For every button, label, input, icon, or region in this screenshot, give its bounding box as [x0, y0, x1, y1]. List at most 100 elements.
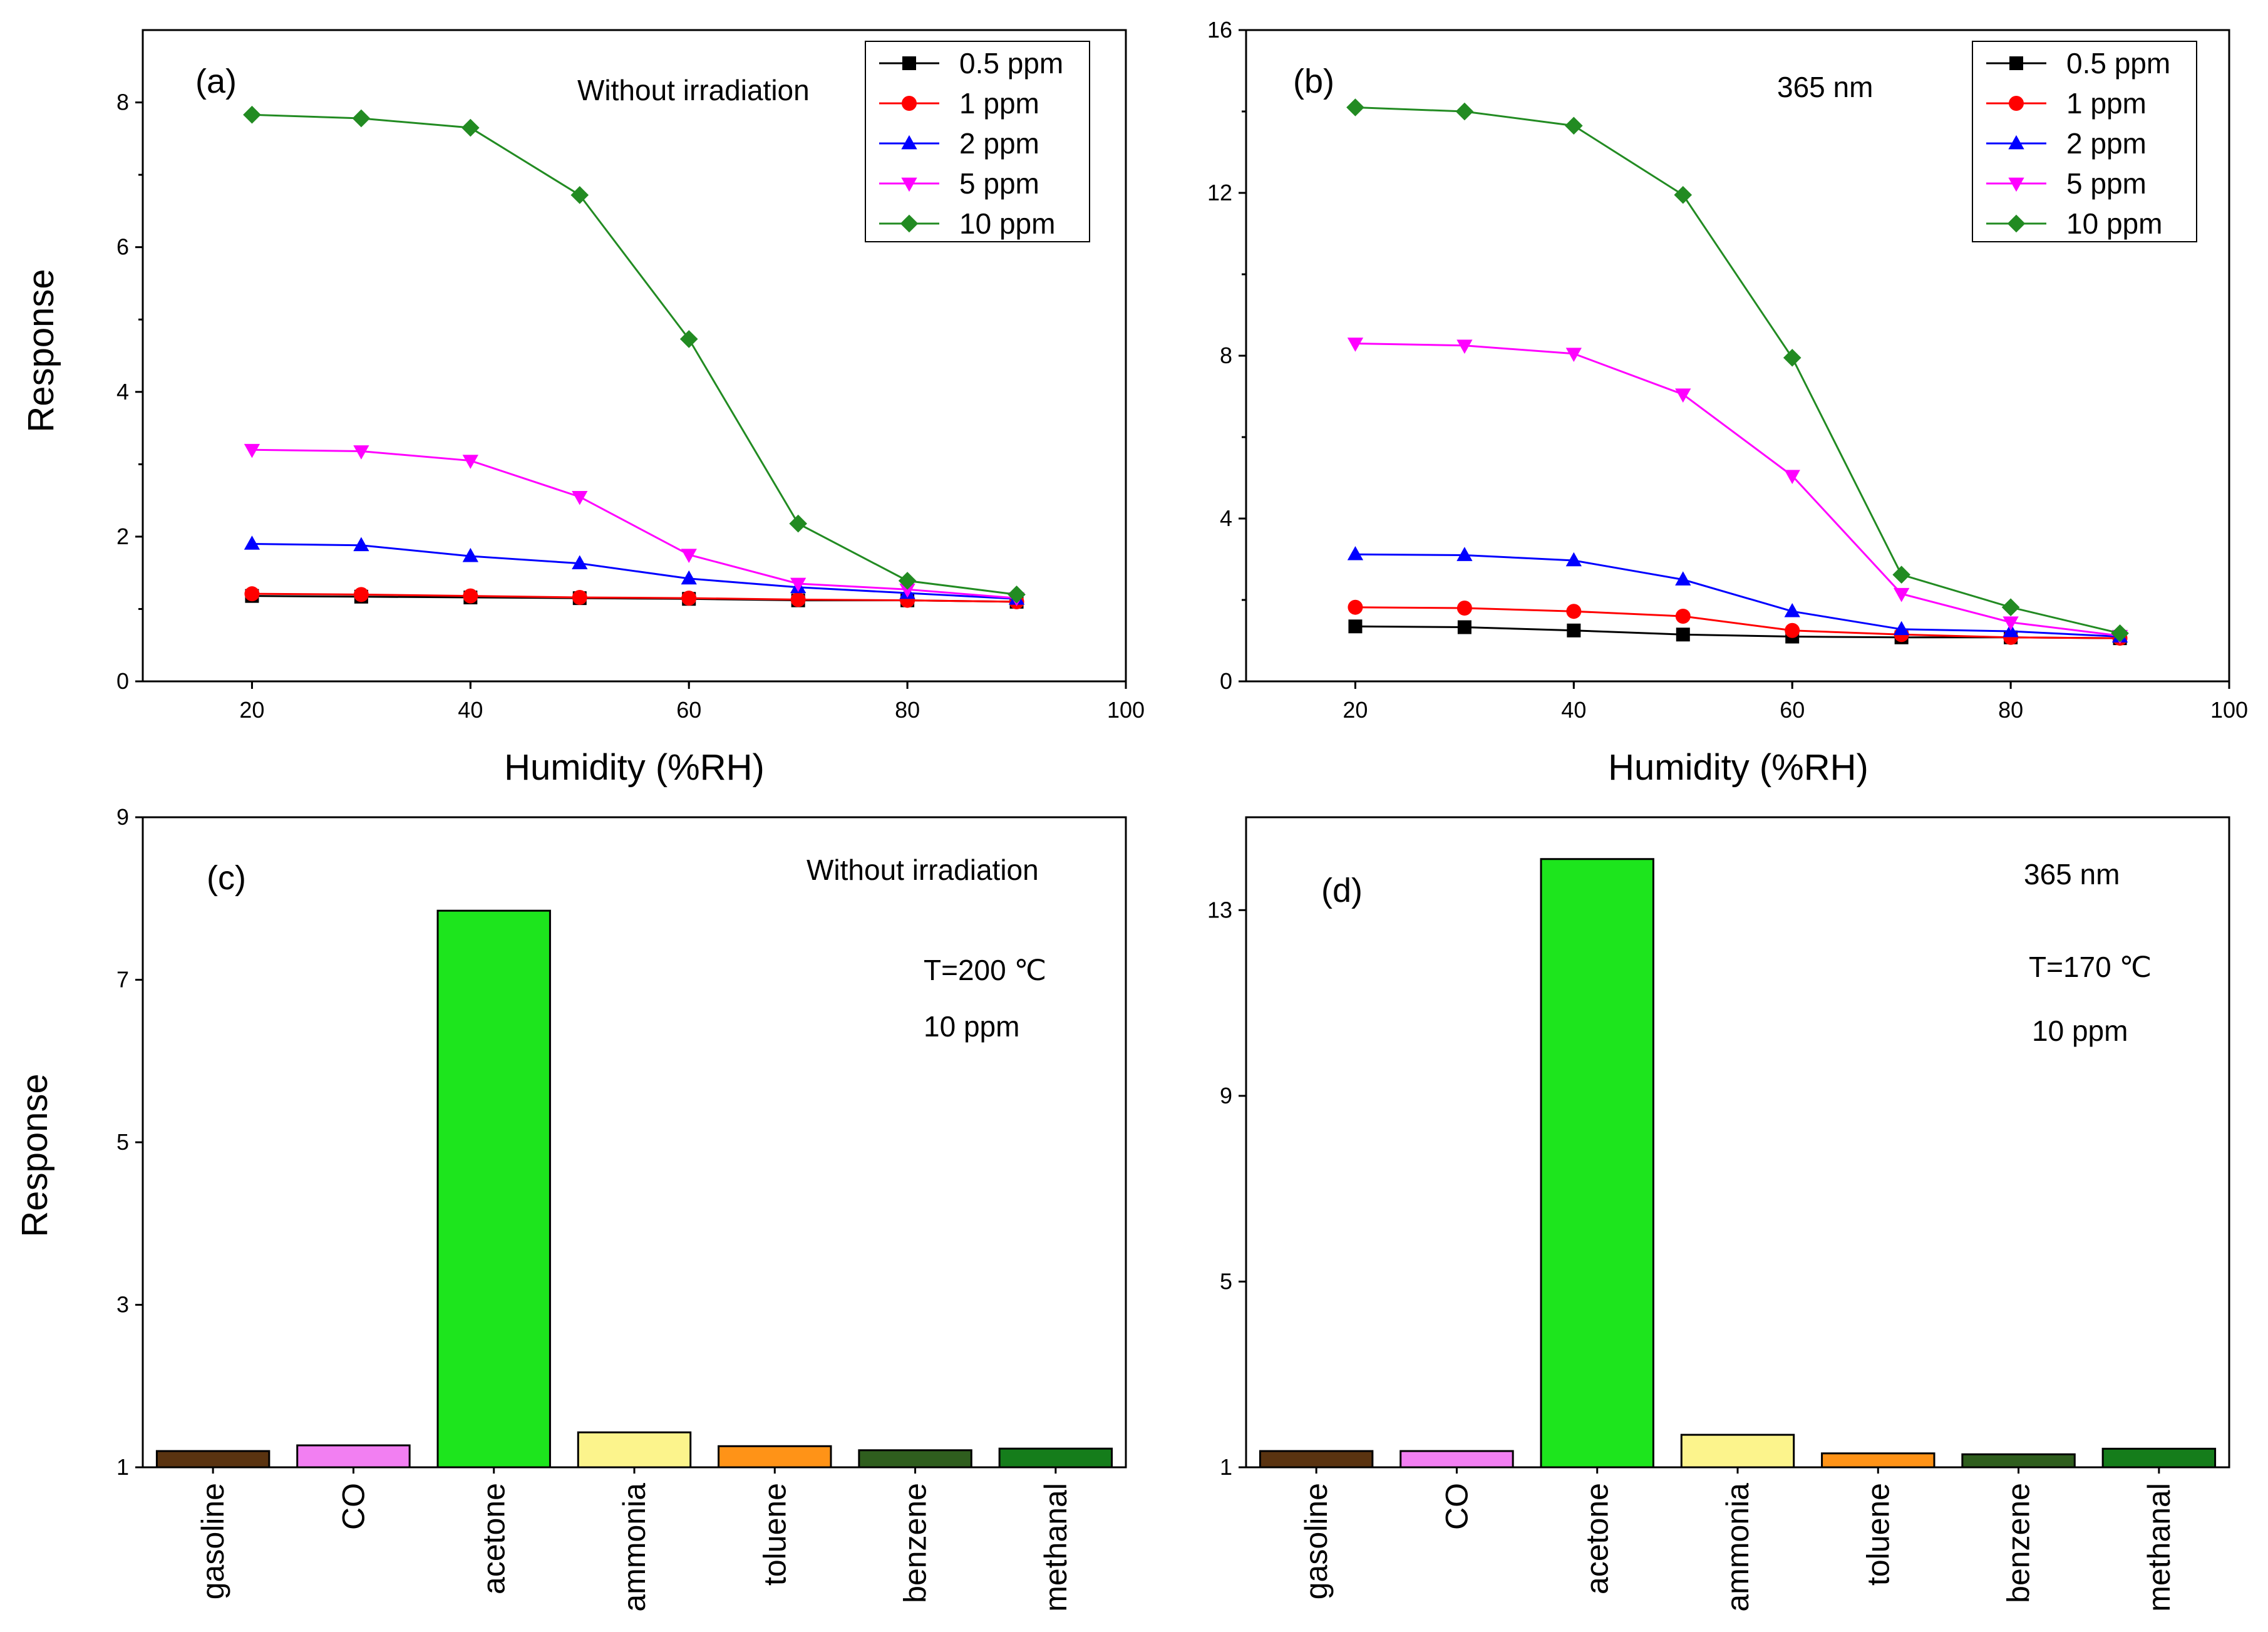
- panel-c-category-label: gasoline: [195, 1483, 230, 1599]
- panel-a-data-point: [572, 555, 588, 569]
- panel-d-label: (d): [1321, 872, 1363, 909]
- panel-d-bar-toluene: [1821, 1452, 1936, 1469]
- panel-d-bar-acetone: [1540, 858, 1654, 1469]
- panel-a-legend-marker: [901, 135, 917, 150]
- panel-a-data-point: [681, 591, 697, 606]
- panel-a-ylabel: Response: [21, 269, 61, 432]
- panel-b-ytick-label: 4: [1220, 505, 1232, 531]
- panel-a-data-point: [898, 572, 917, 590]
- panel-a-data-point: [461, 118, 480, 137]
- panel-d-category-label: ammonia: [1720, 1483, 1755, 1612]
- panel-a-data-point: [572, 490, 588, 505]
- panel-b-xtick-label: 40: [1561, 697, 1586, 723]
- panel-b-ytick-label: 16: [1207, 17, 1232, 43]
- panel-b-data-point: [1784, 603, 1800, 617]
- panel-b-data-point: [1347, 338, 1364, 352]
- panel-d-ytick-label: 9: [1220, 1083, 1232, 1108]
- panel-b-legend-marker: [2009, 56, 2023, 70]
- panel-d-plot-frame: [1245, 816, 2230, 1469]
- panel-a-legend-entry: 2 ppm: [959, 127, 1039, 160]
- panel-b-series-line: [1355, 106, 2120, 634]
- panel-b-data-point: [1675, 609, 1691, 624]
- panel-c-ytick-label: 1: [116, 1454, 129, 1480]
- panel-b-data-point: [1675, 388, 1691, 403]
- panel-b-legend-entry: 10 ppm: [2066, 207, 2162, 240]
- panel-b-line-chart: 0 4 8 12 16 20 40 60 80 100 (b) 365 nm Humidity (…: [1207, 17, 2248, 788]
- panel-a-data-point: [243, 105, 261, 124]
- panel-b-xtick-label: 80: [1998, 697, 2023, 723]
- panel-b-data-point: [1785, 622, 1800, 638]
- panel-c-category-label: toluene: [757, 1483, 792, 1586]
- panel-a-data-point: [570, 186, 589, 204]
- panel-d-bar-CO: [1399, 1450, 1514, 1469]
- panel-b-data-point: [1455, 102, 1474, 121]
- panel-b-series-line: [1355, 343, 2120, 637]
- panel-b-data-point: [1456, 601, 1472, 616]
- panel-d-bar-chart: 1 5 9 13 gasoline CO acetone ammonia toluene ben…: [1207, 816, 2230, 1612]
- panel-c-bar-chart: 1 3 5 7 9 gasoline CO acetone ammonia toluene ben…: [14, 804, 1127, 1612]
- panel-d-bars: [1259, 858, 2217, 1469]
- panel-a-legend-entry: 5 ppm: [959, 167, 1039, 200]
- panel-a-data-point: [899, 583, 915, 598]
- panel-b-data-point: [1457, 620, 1472, 634]
- panel-a-data-point: [679, 330, 698, 348]
- panel-b-data-point: [2003, 616, 2019, 631]
- panel-b-legend-marker: [2007, 214, 2026, 233]
- panel-c-category-label: methanal: [1038, 1483, 1073, 1612]
- panel-a-ytick-label: 2: [116, 524, 129, 549]
- panel-b-legend-marker: [2008, 177, 2024, 192]
- panel-c-label: (c): [207, 859, 246, 897]
- panel-c-ytick-label: 7: [116, 967, 129, 993]
- panel-b-series: [1346, 98, 2129, 646]
- panel-b-ytick-label: 8: [1220, 343, 1232, 368]
- panel-a-xtick-label: 80: [895, 697, 920, 723]
- panel-a-annotation: Without irradiation: [577, 74, 810, 106]
- panel-a-data-point: [1008, 586, 1026, 604]
- panel-b-data-point: [1348, 599, 1363, 615]
- panel-a-data-point: [790, 577, 807, 592]
- panel-a-legend-box: [865, 41, 1090, 242]
- panel-d-category-label: methanal: [2142, 1483, 2177, 1612]
- panel-b-data-point: [1894, 587, 1910, 602]
- panel-b-legend-entry: 5 ppm: [2066, 167, 2147, 200]
- panel-a-series-line: [252, 542, 1017, 600]
- panel-b-data-point: [1456, 339, 1473, 354]
- panel-a-data-point: [681, 549, 697, 563]
- panel-b-series-line: [1355, 606, 2120, 639]
- panel-d-category-label: CO: [1439, 1483, 1474, 1530]
- panel-a-xtick-label: 40: [458, 697, 483, 723]
- panel-c-category-labels: gasoline CO acetone ammonia toluene benzene me…: [195, 1483, 1073, 1612]
- panel-b-data-point: [1565, 116, 1583, 135]
- panel-b-xtick-label: 100: [2210, 697, 2248, 723]
- panel-d-annotation-conc: 10 ppm: [2032, 1015, 2128, 1047]
- panel-c-ytick-label: 5: [116, 1129, 129, 1155]
- panel-a-series-line: [252, 592, 1017, 603]
- panel-b-data-point: [1347, 546, 1364, 560]
- panel-a-data-point: [681, 570, 697, 585]
- panel-a-data-point: [244, 586, 260, 602]
- panel-b-data-point: [1784, 470, 1800, 484]
- panel-b-series-line: [1355, 553, 2120, 638]
- panel-c-bar-acetone: [436, 909, 551, 1469]
- panel-d-category-label: benzene: [2001, 1483, 2036, 1603]
- panel-b-xtick-label: 20: [1343, 697, 1368, 723]
- panel-b-legend-entry: 1 ppm: [2066, 87, 2147, 120]
- panel-a-legend-entry: 0.5 ppm: [959, 47, 1063, 80]
- panel-b-ticks: 0 4 8 12 16 20 40 60 80 100: [1207, 17, 2248, 723]
- panel-a-xlabel: Humidity (%RH): [504, 747, 765, 788]
- panel-a-series: [243, 105, 1026, 609]
- panel-a-legend-entry: 1 ppm: [959, 87, 1039, 120]
- panel-c-category-label: acetone: [477, 1483, 512, 1594]
- panel-c-bar-ammonia: [577, 1431, 692, 1469]
- panel-a-data-point: [353, 587, 369, 602]
- panel-a-legend-marker: [902, 56, 916, 70]
- panel-c-ytick-label: 3: [116, 1292, 129, 1318]
- panel-a-data-point: [353, 445, 369, 460]
- panel-c-category-label: benzene: [898, 1483, 933, 1603]
- panel-c-annotation-conc: 10 ppm: [924, 1010, 1019, 1043]
- panel-b-data-point: [2001, 598, 2020, 616]
- panel-c-bar-CO: [296, 1444, 411, 1469]
- panel-b-data-point: [1894, 621, 1910, 636]
- panel-c-bars: [155, 909, 1113, 1469]
- panel-b-data-point: [1783, 348, 1802, 367]
